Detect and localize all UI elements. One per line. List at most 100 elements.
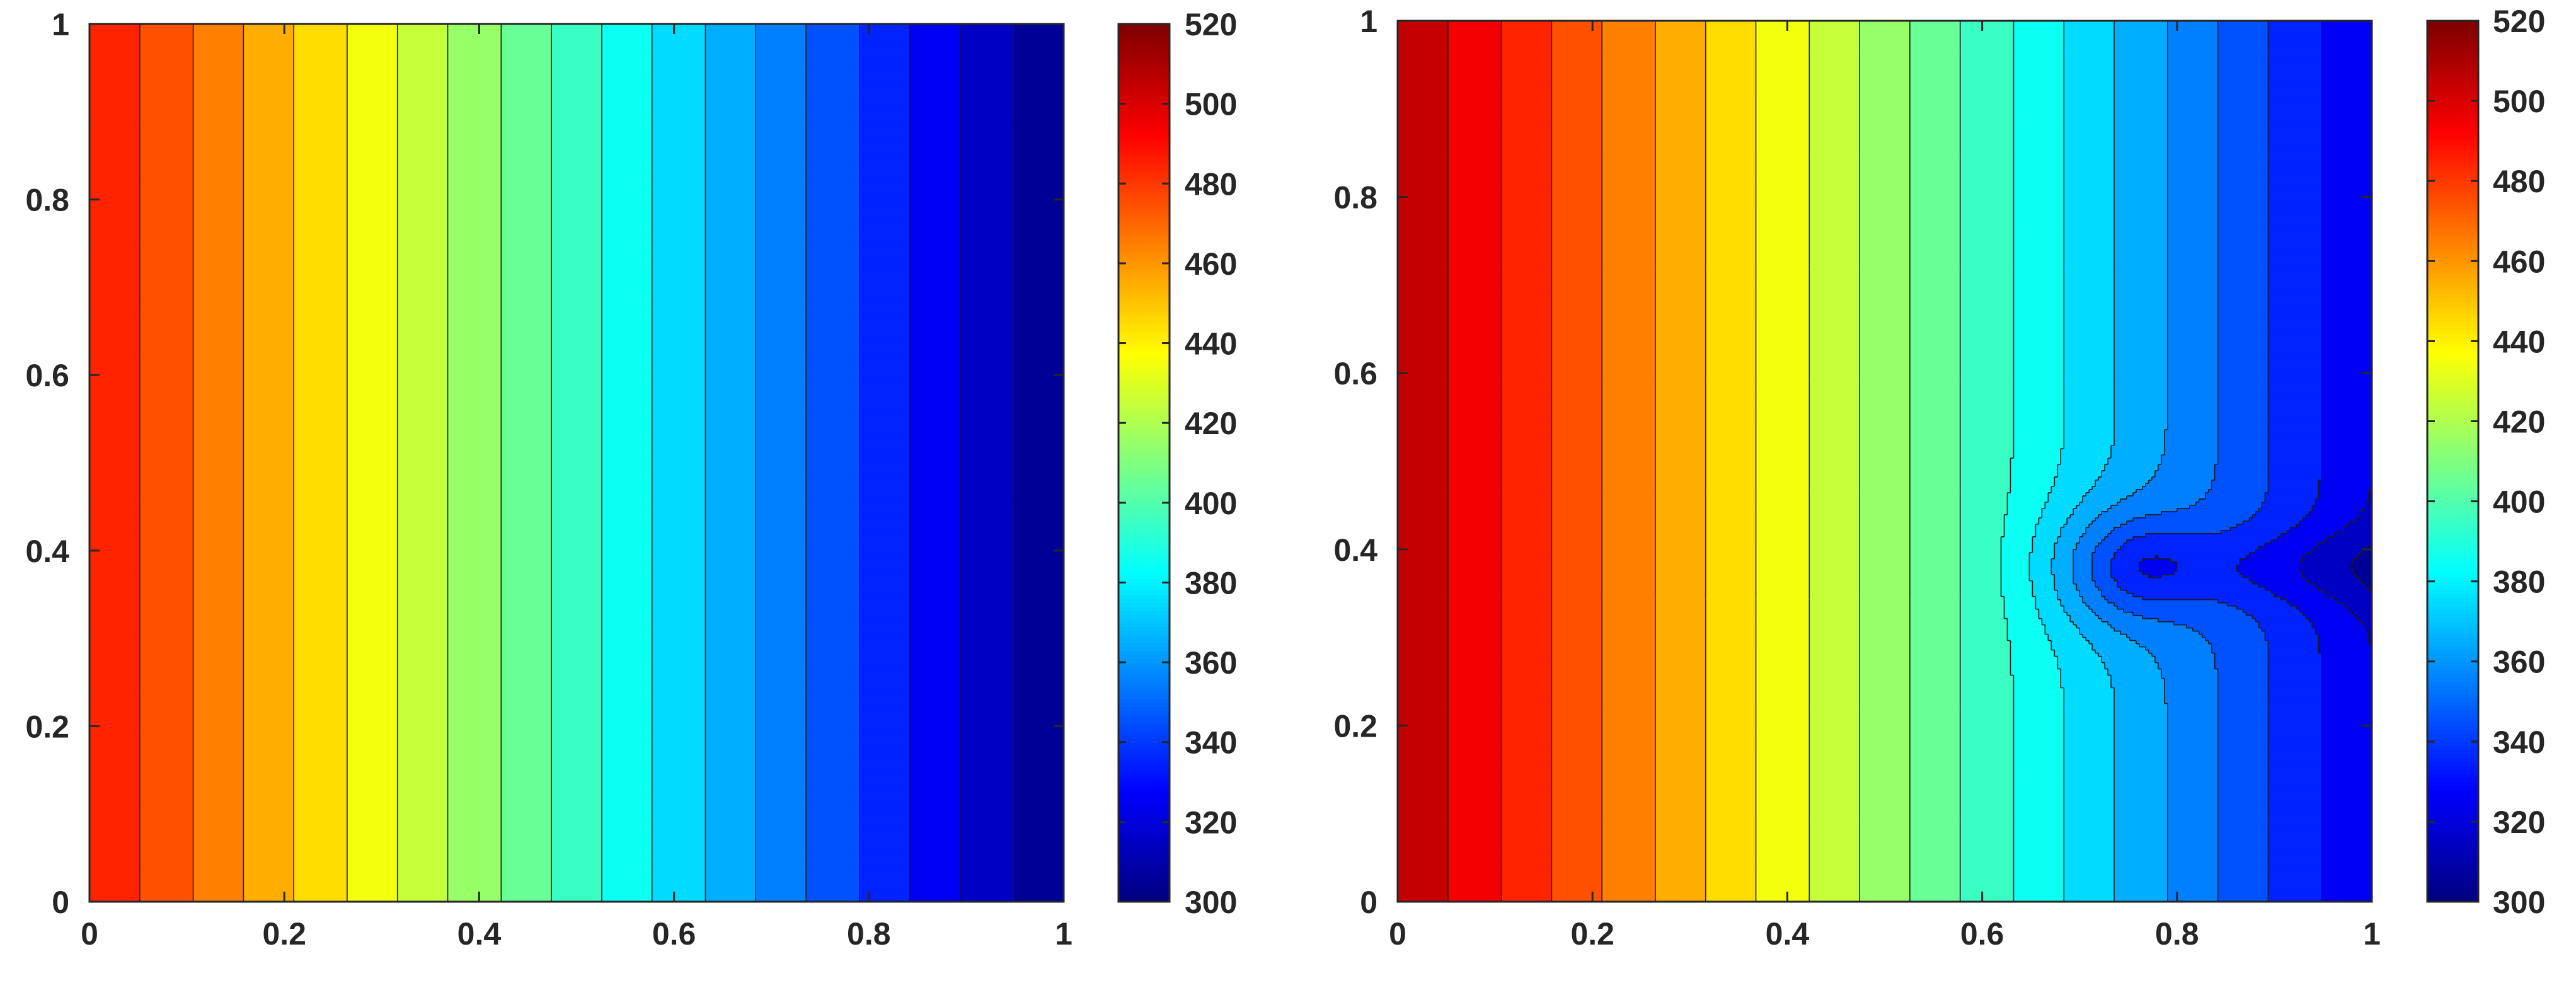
contour-band-cell <box>909 531 961 536</box>
contour-band-cell <box>447 494 502 498</box>
contour-band-cell <box>859 30 911 34</box>
contour-band-cell <box>347 566 398 570</box>
contour-band-cell <box>756 663 807 667</box>
contour-band-cell <box>705 591 756 595</box>
contour-band-cell <box>89 36 141 40</box>
contour-band-cell <box>960 137 1014 141</box>
contour-band-cell <box>397 212 449 216</box>
contour-band-cell <box>501 209 552 213</box>
contour-band-cell <box>347 481 398 485</box>
contour-band-cell <box>909 24 961 28</box>
contour-band-cell <box>89 369 141 372</box>
contour-band-cell <box>347 550 398 555</box>
contour-band-cell <box>756 96 807 100</box>
contour-band-cell <box>397 440 449 445</box>
contour-band-cell <box>139 378 194 382</box>
contour-band-cell <box>859 334 911 338</box>
contour-band-cell <box>960 663 1014 667</box>
contour-band-cell <box>551 519 602 523</box>
contour-band-cell <box>652 180 706 185</box>
contour-band-cell <box>551 820 602 824</box>
contour-band-cell <box>859 118 911 122</box>
contour-band-cell <box>652 764 706 767</box>
contour-band-cell <box>960 52 1014 56</box>
contour-band-cell <box>960 55 1014 59</box>
contour-band-cell <box>447 500 502 504</box>
contour-band-cell <box>89 318 141 323</box>
contour-band-cell <box>294 277 348 282</box>
contour-band-cell <box>294 761 348 764</box>
contour-band-cell <box>859 177 911 181</box>
contour-band-cell <box>139 616 194 620</box>
contour-band-cell <box>447 67 502 72</box>
contour-band-cell <box>243 115 294 118</box>
contour-band-cell <box>347 146 398 150</box>
contour-band-cell <box>1013 205 1064 210</box>
contour-band-cell <box>294 290 348 294</box>
contour-band-cell <box>139 375 194 379</box>
contour-band-cell <box>1013 306 1064 310</box>
contour-band-cell <box>501 669 552 674</box>
contour-band-cell <box>139 544 194 548</box>
contour-band-cell <box>447 26 502 31</box>
contour-band-cell <box>652 459 706 464</box>
contour-band-cell <box>806 597 860 601</box>
contour-band-cell <box>501 528 552 532</box>
contour-band-cell <box>347 588 398 592</box>
contour-band-cell <box>551 86 602 91</box>
contour-band-cell <box>501 801 552 805</box>
contour-band-cell <box>859 616 911 620</box>
contour-band-cell <box>909 306 961 310</box>
contour-band-cell <box>193 26 244 31</box>
contour-band-cell <box>705 237 756 241</box>
contour-band-cell <box>89 193 141 197</box>
contour-band-cell <box>652 231 706 234</box>
contour-band-cell <box>960 221 1014 225</box>
contour-band-cell <box>1013 58 1064 62</box>
contour-band-cell <box>909 528 961 532</box>
contour-band-cell <box>139 478 194 482</box>
contour-band-cell <box>551 626 602 629</box>
contour-band-cell <box>756 318 807 323</box>
contour-band-cell <box>806 325 860 329</box>
contour-band-cell <box>859 55 911 59</box>
contour-band-cell <box>139 30 194 34</box>
contour-band-cell <box>1013 334 1064 338</box>
contour-band-cell <box>960 782 1014 786</box>
contour-band-cell <box>551 196 602 200</box>
contour-band-cell <box>551 578 602 583</box>
contour-band-cell <box>1013 807 1064 812</box>
contour-band-cell <box>705 447 756 451</box>
contour-band-cell <box>139 698 194 702</box>
contour-band-cell <box>447 519 502 523</box>
contour-band-cell <box>1013 337 1064 342</box>
contour-band-cell <box>909 362 961 366</box>
contour-band-cell <box>1013 575 1064 580</box>
contour-band-cell <box>243 105 294 109</box>
contour-band-cell <box>859 42 911 47</box>
contour-band-cell <box>859 99 911 103</box>
contour-band-cell <box>551 801 602 805</box>
contour-band-cell <box>705 754 756 758</box>
contour-band-cell <box>139 739 194 742</box>
contour-band-cell <box>859 277 911 282</box>
contour-band-cell <box>960 397 1014 401</box>
contour-band-cell <box>909 375 961 379</box>
contour-band-cell <box>705 26 756 31</box>
contour-band-cell <box>756 541 807 545</box>
contour-band-cell <box>397 331 449 335</box>
contour-band-cell <box>294 437 348 442</box>
contour-band-cell <box>960 544 1014 548</box>
contour-band-cell <box>193 155 244 159</box>
contour-band-cell <box>960 134 1014 137</box>
contour-band-cell <box>501 604 552 607</box>
contour-band-cell <box>139 610 194 614</box>
contour-band-cell <box>89 823 141 827</box>
contour-band-cell <box>89 67 141 72</box>
contour-band-cell <box>193 287 244 291</box>
contour-band-cell <box>601 275 653 279</box>
contour-band-cell <box>139 553 194 558</box>
contour-band-cell <box>193 619 244 623</box>
contour-band-cell <box>756 619 807 623</box>
contour-band-cell <box>447 231 502 234</box>
